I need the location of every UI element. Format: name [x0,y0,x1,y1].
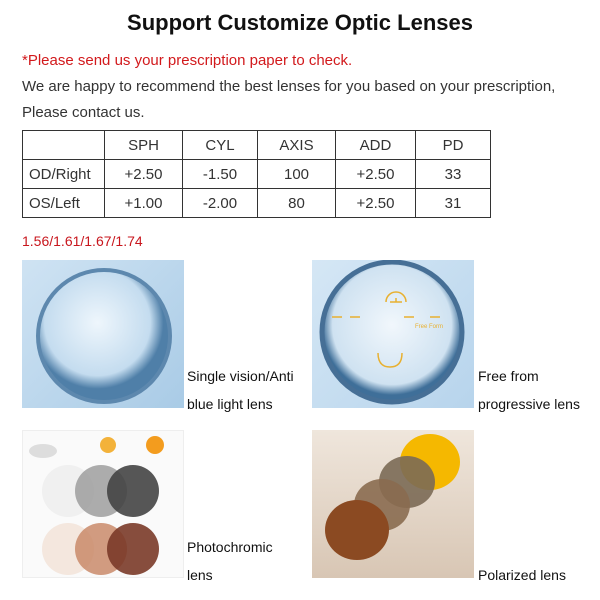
header-cell: PD [415,130,491,160]
intro-line-1: We are happy to recommend the best lense… [22,78,556,95]
table-cell: +1.00 [104,188,183,218]
caption-line: Free from [478,368,539,384]
free-form-label: Free Form [415,324,443,330]
caption-line: progressive lens [478,396,580,412]
table-row: OS/Left +1.00 -2.00 80 +2.50 31 [22,188,491,218]
polarized-caption: Polarized lens [478,561,566,589]
single-vision-caption: Single vision/Anti blue light lens [187,362,294,418]
progressive-lens-image: Free Form [312,260,474,408]
header-cell: SPH [104,130,183,160]
table-cell: 100 [257,159,336,189]
row-label: OS/Left [22,188,105,218]
header-cell: ADD [335,130,416,160]
page-title: Support Customize Optic Lenses [127,10,473,35]
table-row: OD/Right +2.50 -1.50 100 +2.50 33 [22,159,491,189]
header-cell: AXIS [257,130,336,160]
intro-line-2: Please contact us. [22,104,145,121]
header-cell: CYL [182,130,258,160]
polarized-lens-image [312,430,474,578]
caption-line: lens [187,567,213,583]
progressive-caption: Free from progressive lens [478,362,580,418]
sun-icon [100,436,164,454]
caption-line: Photochromic [187,539,273,555]
table-cell: -2.00 [182,188,258,218]
caption-line: blue light lens [187,396,273,412]
table-cell: +2.50 [104,159,183,189]
caption-line: Polarized lens [478,567,566,583]
header-cell [22,130,105,160]
cloud-icon [29,444,57,458]
single-vision-lens-image [22,260,184,408]
photochromic-lens-image [22,430,184,578]
caption-line: Single vision/Anti [187,368,294,384]
table-cell: 31 [415,188,491,218]
table-cell: +2.50 [335,188,416,218]
prescription-note: *Please send us your prescription paper … [22,52,353,69]
row-label: OD/Right [22,159,105,189]
prescription-table: SPH CYL AXIS ADD PD OD/Right +2.50 -1.50… [22,130,491,218]
photochromic-caption: Photochromic lens [187,533,273,589]
table-cell: 80 [257,188,336,218]
table-cell: 33 [415,159,491,189]
table-cell: +2.50 [335,159,416,189]
table-cell: -1.50 [182,159,258,189]
lens-index-options: 1.56/1.61/1.67/1.74 [22,233,143,249]
table-header-row: SPH CYL AXIS ADD PD [22,130,491,160]
